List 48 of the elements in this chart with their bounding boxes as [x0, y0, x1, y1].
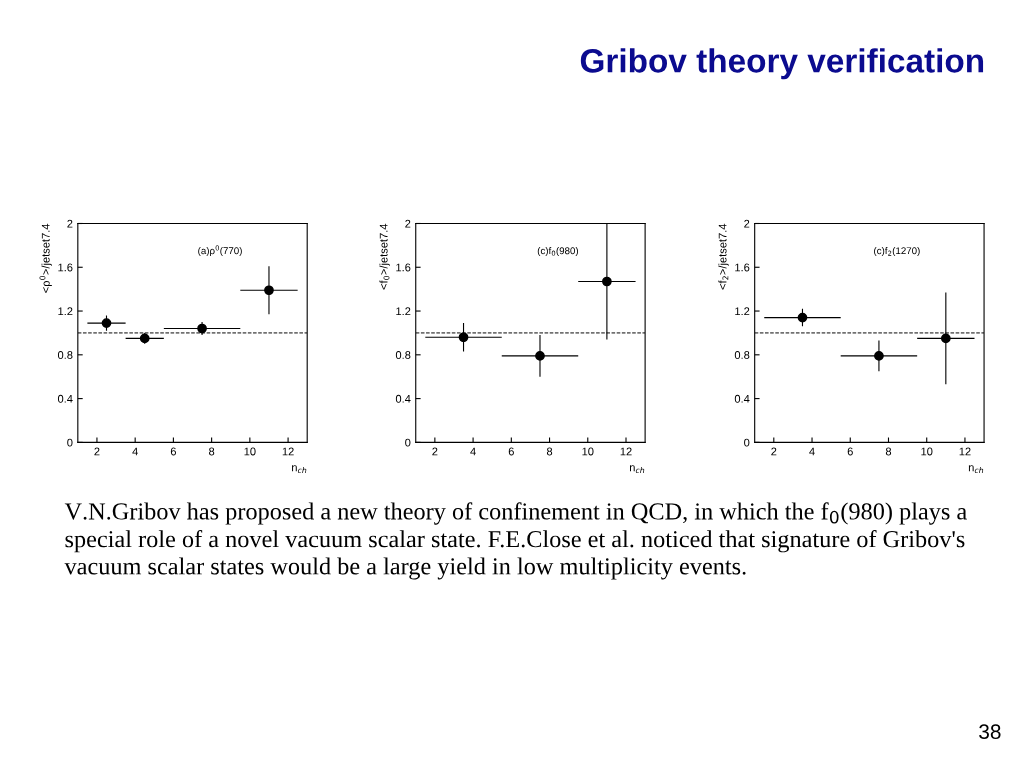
x-tick-label: 8 — [209, 447, 215, 456]
x-tick-label: 10 — [582, 447, 594, 456]
x-tick-label: 2 — [94, 447, 100, 456]
y-tick-label: 0 — [405, 438, 411, 447]
y-tick-label: 2 — [67, 219, 73, 228]
y-tick-label: 0.8 — [57, 351, 73, 359]
y-tick-label: 0.4 — [734, 394, 750, 403]
y-tick-label: 1.2 — [735, 307, 750, 316]
y-tick-label: 1.2 — [396, 307, 411, 316]
x-tick-label: 12 — [959, 447, 971, 456]
y-tick-label: 1.6 — [58, 263, 73, 272]
text: V.N.Gribov has proposed a new theory of confinement in QCD, in which the f$_{0}$(980) plays a special role of a novel vacuum scalar state. F.E.Close et al. noticed that signature of Gribov's vacuum scalar states would be a large yield in low multiplicity events. — [64, 502, 967, 580]
y-axis-title: <f$_{0}$>/jetset7.4 — [379, 223, 390, 290]
y-tick-label: 2 — [744, 219, 750, 228]
y-tick-label: 0.4 — [57, 394, 73, 403]
x-tick-label: 12 — [620, 447, 632, 456]
x-axis-title: n$_{ch}$ — [292, 465, 307, 474]
chart-title: Gribov theory verification — [580, 48, 984, 80]
annotation: (a)ρ$^{0}$(770) — [198, 245, 242, 257]
y-tick-label: 0 — [744, 438, 750, 447]
y-tick-label: 2 — [405, 219, 411, 228]
x-tick-label: 10 — [921, 447, 933, 456]
x-tick-label: 10 — [244, 447, 256, 456]
x-axis-title: n$_{ch}$ — [968, 465, 984, 474]
y-tick-label: 0.8 — [734, 351, 750, 359]
y-axis-title: <ρ$^{0}$>/jetset7.4 — [39, 223, 52, 293]
x-tick-label: 8 — [885, 447, 892, 456]
x-tick-label: 6 — [170, 447, 176, 456]
y-tick-label: 1.6 — [396, 263, 411, 272]
x-tick-label: 4 — [809, 447, 815, 456]
x-axis-title: n$_{ch}$ — [629, 465, 645, 474]
x-tick-label: 12 — [282, 447, 294, 456]
x-tick-label: 6 — [847, 447, 853, 456]
x-tick-label: 2 — [771, 447, 777, 456]
x-tick-label: 4 — [132, 447, 138, 456]
x-tick-label: 2 — [432, 447, 438, 456]
x-tick-label: 6 — [508, 447, 514, 456]
y-tick-label: 0.4 — [395, 394, 411, 403]
annotation: (c)f$_{2}$(1270) — [874, 247, 920, 257]
y-tick-label: 0 — [67, 438, 73, 447]
y-tick-label: 1.6 — [735, 263, 750, 272]
x-tick-label: 8 — [546, 447, 553, 456]
x-tick-label: 4 — [470, 447, 476, 456]
y-axis-title: <f$_{2}$>/jetset7.4 — [718, 223, 729, 290]
y-tick-label: 1.2 — [58, 307, 73, 316]
text: 38 — [979, 724, 1001, 740]
annotation: (c)f$_{0}$(980) — [537, 247, 579, 257]
y-tick-label: 0.8 — [395, 351, 411, 359]
